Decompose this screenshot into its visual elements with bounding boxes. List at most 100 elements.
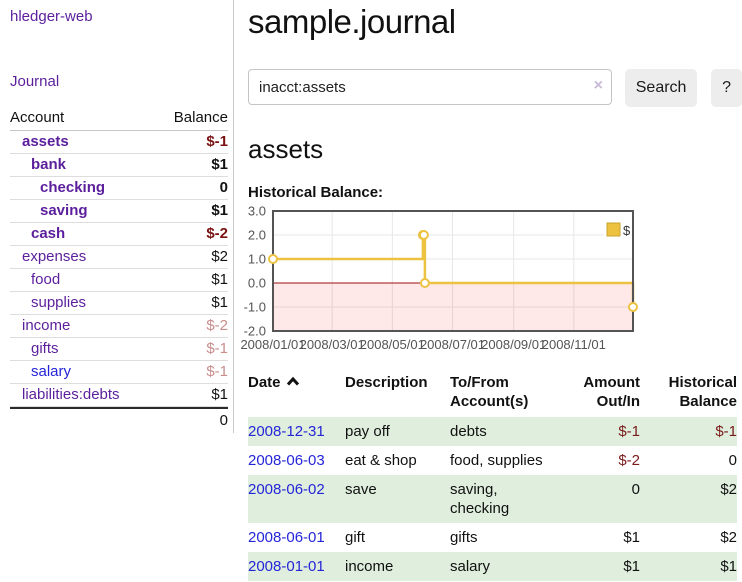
accounts-column-header: To/From Account(s) <box>450 374 529 410</box>
search-form: × Search ? <box>248 69 742 107</box>
transaction-date-link[interactable]: 2008-12-31 <box>248 423 325 440</box>
account-balance: $1 <box>211 202 228 219</box>
account-row-food: food $1 <box>10 269 228 292</box>
svg-text:2008/01/01: 2008/01/01 <box>240 337 305 352</box>
account-row-liabilities-debts: liabilities:debts $1 <box>10 384 228 407</box>
transaction-amount: $1 <box>623 558 640 575</box>
sort-ascending-icon <box>286 373 300 392</box>
account-link[interactable]: checking <box>40 179 106 196</box>
account-balance: $2 <box>211 248 228 265</box>
svg-text:2008/09/01: 2008/09/01 <box>481 337 546 352</box>
account-row-assets: assets $-1 <box>10 131 228 154</box>
transaction-date-link[interactable]: 2008-06-01 <box>248 529 325 546</box>
transaction-balance: $2 <box>720 529 737 546</box>
transaction-date-link[interactable]: 2008-01-01 <box>248 558 325 575</box>
main-content: sample.journal × Search ? assets Histori… <box>240 0 742 581</box>
transaction-accounts: salary <box>450 558 491 575</box>
help-button[interactable]: ? <box>711 69 742 107</box>
transaction-description: gift <box>345 529 366 546</box>
page-title: sample.journal <box>248 3 456 40</box>
transaction-amount: $1 <box>623 529 640 546</box>
account-column-header: Account <box>10 109 65 126</box>
account-link[interactable]: cash <box>31 225 66 242</box>
account-balance: 0 <box>219 179 228 196</box>
svg-text:3.0: 3.0 <box>248 204 266 219</box>
svg-text:2008/03/01: 2008/03/01 <box>300 337 365 352</box>
accounts-total-value: 0 <box>219 412 228 429</box>
register-header-row: Date Description To/From Account(s) Amou… <box>248 371 737 417</box>
search-button[interactable]: Search <box>625 69 698 107</box>
register-row: 2008-01-01 income salary $1 $1 <box>248 552 737 581</box>
transaction-description: income <box>345 558 394 575</box>
transaction-date-link[interactable]: 2008-06-03 <box>248 452 325 469</box>
account-link[interactable]: income <box>22 317 71 334</box>
account-balance: $-2 <box>206 225 228 242</box>
transaction-amount: 0 <box>631 481 640 498</box>
transaction-amount: $-1 <box>618 423 640 440</box>
register-table: Date Description To/From Account(s) Amou… <box>248 371 737 581</box>
transaction-accounts: gifts <box>450 529 478 546</box>
transaction-date-link[interactable]: 2008-06-02 <box>248 481 325 498</box>
register-row: 2008-06-01 gift gifts $1 $2 <box>248 523 737 552</box>
transaction-balance: $-1 <box>715 423 737 440</box>
account-row-income: income $-2 <box>10 315 228 338</box>
search-input[interactable] <box>248 69 612 105</box>
account-row-checking: checking 0 <box>10 177 228 200</box>
account-row-gifts: gifts $-1 <box>10 338 228 361</box>
accounts-table: Account Balance assets $-1 bank $1 check… <box>10 106 228 432</box>
transaction-balance: $2 <box>720 481 737 498</box>
transaction-accounts: food, supplies <box>450 452 543 469</box>
account-heading: assets <box>248 134 324 164</box>
description-column-header: Description <box>345 374 428 391</box>
transaction-accounts: debts <box>450 423 487 440</box>
svg-text:2008/11/01: 2008/11/01 <box>542 337 606 352</box>
transaction-balance: 0 <box>728 452 737 469</box>
register-row: 2008-06-03 eat & shop food, supplies $-2… <box>248 446 737 475</box>
account-row-salary: salary $-1 <box>10 361 228 384</box>
date-column-header[interactable]: Date <box>248 371 345 417</box>
account-link[interactable]: gifts <box>31 340 59 357</box>
transaction-accounts: saving, checking <box>450 481 510 517</box>
svg-text:-2.0: -2.0 <box>244 324 266 339</box>
sidebar: hledger-web Journal Account Balance asse… <box>0 0 234 433</box>
account-row-cash: cash $-2 <box>10 223 228 246</box>
app-title-link[interactable]: hledger-web <box>10 8 93 25</box>
svg-text:2.0: 2.0 <box>248 228 266 243</box>
sidebar-item-journal[interactable]: Journal <box>10 73 60 90</box>
svg-text:0.0: 0.0 <box>248 276 266 291</box>
account-balance: $1 <box>211 294 228 311</box>
account-balance: $1 <box>211 386 228 403</box>
account-row-saving: saving $1 <box>10 200 228 223</box>
account-link[interactable]: liabilities:debts <box>22 386 120 403</box>
svg-text:1.0: 1.0 <box>248 252 266 267</box>
account-row-supplies: supplies $1 <box>10 292 228 315</box>
account-link[interactable]: assets <box>22 133 69 150</box>
account-link[interactable]: saving <box>40 202 88 219</box>
account-balance: $1 <box>211 156 228 173</box>
clear-search-icon[interactable]: × <box>593 77 603 94</box>
account-row-expenses: expenses $2 <box>10 246 228 269</box>
register-row: 2008-06-02 save saving, checking 0 $2 <box>248 475 737 523</box>
transaction-description: eat & shop <box>345 452 417 469</box>
account-balance: $-1 <box>206 133 228 150</box>
svg-text:2008/07/01: 2008/07/01 <box>420 337 485 352</box>
register-row: 2008-12-31 pay off debts $-1 $-1 <box>248 417 737 446</box>
account-link[interactable]: food <box>31 271 61 288</box>
chart-title: Historical Balance: <box>248 184 384 201</box>
transaction-description: save <box>345 481 377 498</box>
account-link[interactable]: supplies <box>31 294 87 311</box>
account-balance: $-1 <box>206 340 228 357</box>
account-link[interactable]: expenses <box>22 248 87 265</box>
account-link[interactable]: salary <box>31 363 72 380</box>
accounts-table-header: Account Balance <box>10 106 228 131</box>
account-balance: $1 <box>211 271 228 288</box>
account-link[interactable]: bank <box>31 156 67 173</box>
svg-text:-1.0: -1.0 <box>244 300 266 315</box>
balance-column-header: Balance <box>173 109 228 126</box>
svg-text:$: $ <box>623 223 631 238</box>
accounts-total-row: 0 <box>10 407 228 432</box>
historical-balance-chart: $3.0 2.0 1.0 0.0 -1.0 -2.0 2008/01/01 2008/03/0… <box>240 204 642 354</box>
amount-column-header: Amount Out/In <box>583 374 640 410</box>
balance-column-header: Historical Balance <box>668 374 737 410</box>
account-balance: $-2 <box>206 317 228 334</box>
